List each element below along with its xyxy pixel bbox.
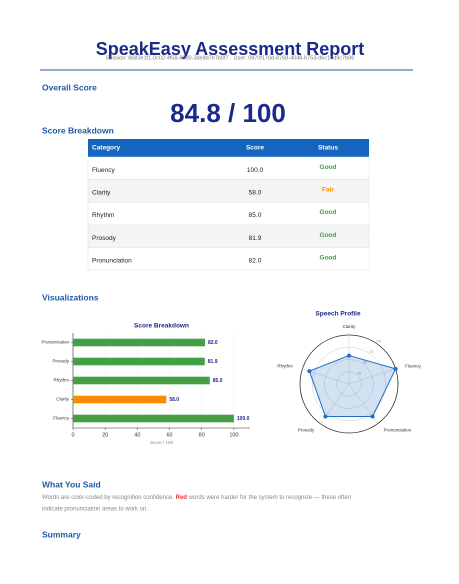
paragraph: indicate pronunciation areas to work on. (42, 507, 148, 513)
session-info: Session: 8683e1f1-0c02-4f58-8600-3de8d7e… (106, 55, 355, 61)
x-tick-label: 80 (199, 432, 205, 438)
value-label: 81.9 (208, 359, 218, 365)
cell: Pronunciation (92, 257, 132, 264)
cell-status: Good (320, 209, 337, 216)
value-label: 82.0 (208, 340, 218, 346)
x-axis-label: Score / 100 (150, 440, 174, 445)
report-title: SpeakEasy Assessment Report (96, 39, 364, 59)
x-tick-label: 100 (229, 432, 238, 438)
table-row (87, 247, 370, 271)
table-header (88, 139, 369, 157)
x-tick-label: 60 (166, 432, 172, 438)
text: words were harder for the system to reco… (187, 495, 351, 501)
section-heading: Visualizations (42, 292, 99, 302)
cell: Clarity (92, 190, 111, 197)
column-header: Status (318, 145, 338, 152)
y-tick-label: Pronunciation (41, 340, 69, 345)
cell-status: Fair (322, 187, 334, 194)
cell: 81.9 (249, 235, 262, 242)
value-label: 85.0 (213, 378, 223, 384)
section-heading: Summary (42, 529, 81, 539)
text: Words are color-coded by recognition con… (42, 495, 176, 501)
axis-label: Fluency (405, 364, 422, 369)
chart-title: Score Breakdown (134, 323, 189, 330)
cell: 100.0 (247, 167, 264, 174)
highlight: Red (176, 495, 188, 501)
cell-status: Good (320, 164, 337, 171)
r-tick-label: 75 (369, 350, 373, 354)
value-label: 100.0 (237, 416, 250, 422)
column-header: Category (92, 145, 121, 152)
axis-label: Pronunciation (384, 427, 412, 432)
section-heading: Overall Score (42, 82, 97, 92)
cell-status: Good (320, 254, 337, 261)
cell: Fluency (92, 167, 116, 174)
cell: Prosody (92, 235, 117, 242)
radar-point (323, 414, 328, 419)
cell: 82.0 (249, 257, 262, 264)
overall-score: 84.8 / 100 (170, 98, 286, 128)
spoke (348, 368, 396, 385)
r-tick-label: 100 (376, 339, 382, 343)
value-label: 58.0 (169, 397, 179, 403)
section-heading: Score Breakdown (42, 125, 114, 135)
x-tick-label: 40 (134, 432, 140, 438)
y-tick-label: Rhythm (53, 378, 69, 383)
radar-area (308, 355, 397, 418)
bar (73, 357, 205, 366)
radar-point (393, 366, 398, 371)
cell: 85.0 (249, 212, 262, 219)
bar (73, 338, 205, 347)
paragraph: Words are color-coded by recognition con… (42, 495, 351, 501)
radar-point (307, 369, 312, 374)
y-tick-label: Fluency (53, 416, 70, 421)
cell: Rhythm (92, 212, 114, 219)
column-header: Score (246, 145, 264, 152)
bar (73, 376, 210, 385)
y-tick-label: Clarity (56, 397, 70, 402)
cell: 58.0 (249, 190, 262, 197)
chart-title: Speech Profile (315, 311, 361, 318)
section-heading: What You Said (42, 479, 101, 489)
radar-point (347, 353, 351, 358)
cell-status: Good (320, 232, 337, 239)
axis-label: Clarity (343, 324, 357, 329)
r-tick-label: 50 (363, 361, 367, 365)
x-tick-label: 20 (102, 432, 108, 438)
y-tick-label: Prosody (52, 359, 69, 364)
x-tick-label: 0 (71, 432, 74, 438)
bar (73, 395, 167, 404)
axis-label: Prosody (298, 427, 315, 432)
axis-label: Rhythm (277, 364, 293, 369)
bar (73, 414, 234, 423)
r-tick-label: 25 (357, 371, 361, 375)
radar-point (370, 414, 375, 419)
